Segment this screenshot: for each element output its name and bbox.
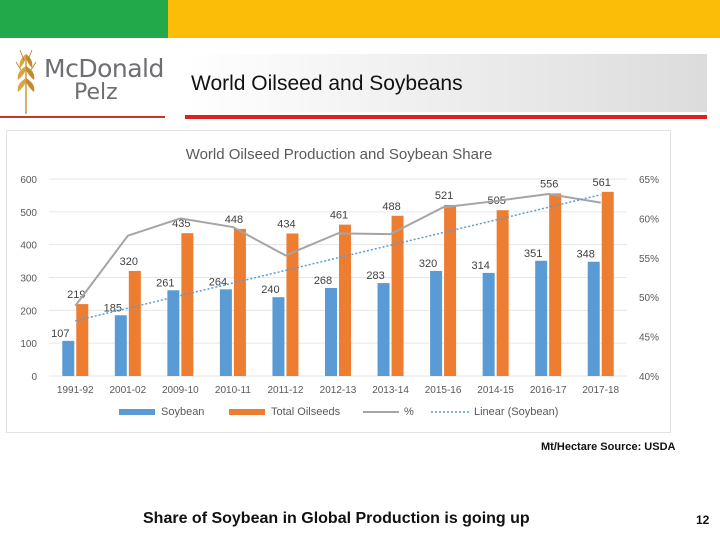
y-tick-label: 500 <box>20 208 37 219</box>
y2-tick-label: 65% <box>639 175 659 186</box>
soybean-bar <box>482 272 495 376</box>
soybean-bar <box>535 260 548 376</box>
logo-underline <box>0 116 165 118</box>
y2-tick-label: 40% <box>639 372 659 383</box>
x-tick-label: 2014-15 <box>477 385 514 396</box>
soybean-bar <box>167 290 180 376</box>
header-yellow-band <box>168 0 720 38</box>
x-tick-label: 2001-02 <box>109 385 146 396</box>
legend-label-linear: Linear (Soybean) <box>474 406 558 418</box>
x-tick-label: 2017-18 <box>582 385 619 396</box>
company-logo: McDonald Pelz <box>6 44 166 118</box>
soybean-data-label: 314 <box>471 260 489 272</box>
y-tick-label: 100 <box>20 339 37 350</box>
x-tick-label: 2009-10 <box>162 385 199 396</box>
chart-frame: World Oilseed Production and Soybean Sha… <box>6 130 671 433</box>
y-tick-label: 300 <box>20 274 37 285</box>
slide-caption: Share of Soybean in Global Production is… <box>143 510 530 527</box>
oilseeds-bar <box>601 191 614 376</box>
soybean-bar <box>114 315 127 376</box>
y2-tick-label: 50% <box>639 293 659 304</box>
oilseeds-data-label: 461 <box>330 210 348 222</box>
oilseeds-data-label: 556 <box>540 178 558 190</box>
y2-tick-label: 45% <box>639 333 659 344</box>
legend-label-share: % <box>404 406 414 418</box>
oilseeds-data-label: 435 <box>172 218 190 230</box>
chart-title: World Oilseed Production and Soybean Sha… <box>186 146 493 163</box>
soybean-data-label: 283 <box>366 270 384 282</box>
legend-label-oilseeds: Total Oilseeds <box>271 406 341 418</box>
source-note: Mt/Hectare Source: USDA <box>541 441 676 453</box>
soybean-bar <box>272 297 285 376</box>
y-tick-label: 0 <box>31 372 37 383</box>
soybean-data-label: 351 <box>524 248 542 260</box>
soybean-bar <box>219 289 232 376</box>
soybean-data-label: 264 <box>209 276 227 288</box>
soybean-bar <box>62 340 75 376</box>
soybean-data-label: 320 <box>419 258 437 270</box>
soybean-data-label: 348 <box>577 249 595 261</box>
soybean-data-label: 185 <box>104 302 122 314</box>
x-tick-label: 2010-11 <box>215 385 251 396</box>
oilseeds-bar <box>339 224 351 376</box>
soybean-data-label: 240 <box>261 284 279 296</box>
oilseeds-data-label: 434 <box>277 219 295 231</box>
title-underline <box>185 115 707 119</box>
soybean-data-label: 268 <box>314 275 332 287</box>
share-line <box>74 192 601 307</box>
x-tick-label: 1991-92 <box>57 385 94 396</box>
slide-title: World Oilseed and Soybeans <box>191 72 463 95</box>
logo-text-pelz: Pelz <box>74 80 118 105</box>
legend-swatch-oilseeds <box>229 409 265 415</box>
oilseeds-data-label: 561 <box>593 177 611 189</box>
oilseed-chart: World Oilseed Production and Soybean Sha… <box>20 146 659 418</box>
x-tick-label: 2011-12 <box>267 385 303 396</box>
wheat-icon <box>15 49 37 114</box>
y-tick-label: 200 <box>20 306 37 317</box>
oilseeds-data-label: 320 <box>120 256 138 268</box>
soybean-data-label: 107 <box>51 328 69 340</box>
logo-text-mcdonald: McDonald <box>44 54 164 83</box>
x-tick-label: 2015-16 <box>425 385 462 396</box>
oilseeds-data-label: 488 <box>382 201 400 213</box>
soybean-data-label: 261 <box>156 277 174 289</box>
legend-swatch-soybean <box>119 409 155 415</box>
header-green-band <box>0 0 168 38</box>
oilseeds-bar <box>181 233 194 376</box>
page-number: 12 <box>696 513 710 527</box>
oilseeds-data-label: 448 <box>225 214 243 226</box>
y2-tick-label: 55% <box>639 254 659 265</box>
x-tick-label: 2013-14 <box>372 385 409 396</box>
legend-label-soybean: Soybean <box>161 406 204 418</box>
oilseeds-bar <box>444 204 457 376</box>
soybean-bar <box>325 288 337 376</box>
soybean-bar <box>587 261 600 376</box>
y-tick-label: 600 <box>20 175 37 186</box>
oilseeds-bar <box>76 304 89 376</box>
oilseeds-bar <box>549 193 562 376</box>
oilseeds-bar <box>496 210 509 376</box>
oilseeds-bar <box>391 215 404 376</box>
oilseeds-bar <box>128 270 141 376</box>
x-tick-label: 2012-13 <box>320 385 357 396</box>
soybean-bar <box>377 283 390 376</box>
slide-title-box: World Oilseed and Soybeans <box>185 54 707 112</box>
y-tick-label: 400 <box>20 241 37 252</box>
y2-tick-label: 60% <box>639 214 659 225</box>
x-tick-label: 2016-17 <box>530 385 567 396</box>
oilseeds-bar <box>233 228 246 376</box>
soybean-bar <box>430 270 443 376</box>
oilseeds-data-label: 521 <box>435 190 453 202</box>
